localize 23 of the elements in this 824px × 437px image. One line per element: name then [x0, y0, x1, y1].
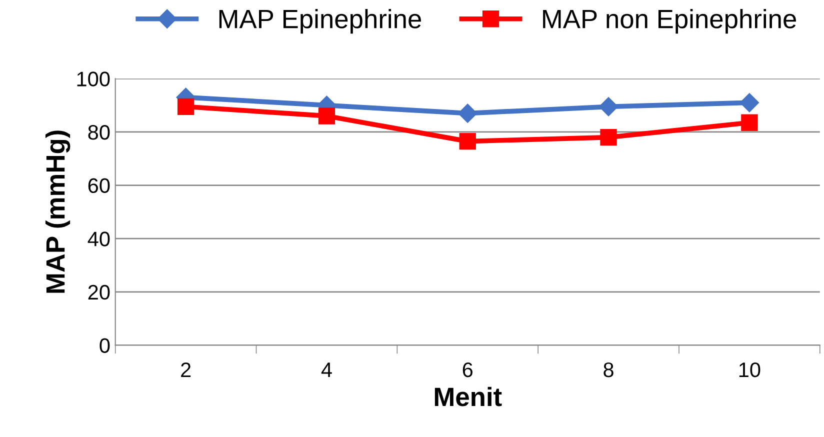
point	[600, 128, 617, 146]
x-axis-title: Menit	[434, 386, 502, 406]
y-tick-label: 0	[100, 338, 110, 353]
point	[458, 104, 478, 123]
x-tick-label: 10	[739, 362, 760, 378]
y-tick-label: 40	[88, 232, 110, 246]
point	[318, 108, 336, 124]
y-axis-title: MAP (mmHg)	[45, 130, 70, 293]
point	[598, 97, 618, 116]
x-tick-label: 8	[604, 362, 614, 378]
x-tick-label: 4	[321, 362, 332, 377]
point	[740, 93, 759, 112]
point	[741, 114, 758, 131]
legend-label: MAP Epinephrine	[219, 8, 421, 34]
point	[459, 132, 476, 150]
y-tick-label: 60	[88, 178, 110, 194]
legend-label: MAP non Epinephrine	[543, 8, 796, 34]
point	[177, 98, 194, 115]
x-tick-label: 6	[462, 362, 472, 378]
y-tick-label: 20	[88, 284, 110, 300]
x-tick-label: 2	[181, 362, 191, 377]
y-tick-label: 80	[88, 124, 110, 140]
y-tick-label: 100	[77, 72, 110, 86]
